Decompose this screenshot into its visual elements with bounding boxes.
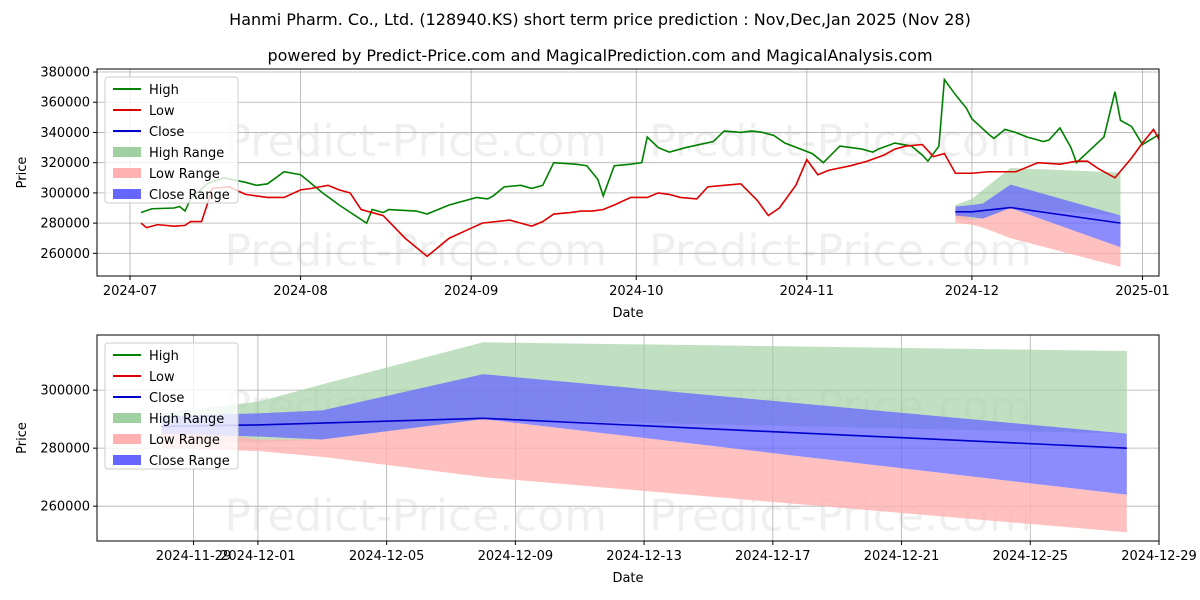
y-tick-label: 300000 [40,384,90,399]
x-tick-label: 2024-12-09 [478,549,554,564]
y-axis-label: Price [15,157,30,189]
x-tick-label: 2025-01 [1115,284,1169,299]
low-range-band [955,208,1121,267]
y-axis-label: Price [15,422,30,454]
legend-label: High Range [149,412,224,427]
low-line [140,128,1159,258]
close-range-band [161,374,1127,495]
y-tick-label: 280000 [40,442,90,457]
close-range-band [955,184,1121,248]
legend-label: Close [149,125,184,140]
x-tick-label: 2024-12-21 [864,549,940,564]
x-tick-label: 2024-12-29 [1121,549,1197,564]
y-tick-label: 300000 [40,186,90,201]
x-tick-label: 2024-07 [103,284,157,299]
chart-title: Hanmi Pharm. Co., Ltd. (128940.KS) short… [229,10,971,29]
close-line [955,206,1121,224]
plot-2: Predict-Price.comPredict-Price.comPredic… [15,334,1197,586]
legend-swatch-close-range [113,455,141,465]
x-tick-label: 2024-12-25 [992,549,1068,564]
x-axis-label: Date [612,306,643,321]
plot-frame [96,68,1160,277]
legend-label: Low Range [149,433,220,448]
watermark-text: Predict-Price.com [224,116,607,167]
x-tick-label: 2024-12-01 [220,549,296,564]
x-tick-label: 2024-09 [444,284,498,299]
legend-label: High [149,83,179,98]
legend-label: Low [149,370,175,385]
chart-subtitle: powered by Predict-Price.com and Magical… [267,46,933,65]
legend-label: High Range [149,146,224,161]
x-tick-label: 2024-11-29 [156,549,232,564]
legend-label: Close [149,391,184,406]
y-tick-label: 280000 [40,217,90,232]
x-tick-label: 2024-12 [945,284,999,299]
x-tick-label: 2024-10 [609,284,663,299]
y-tick-label: 340000 [40,126,90,141]
x-tick-label: 2024-12-05 [349,549,425,564]
legend-swatch-high-range [113,413,141,423]
y-tick-label: 360000 [40,96,90,111]
watermark-group: Predict-Price.com Predict-Price.com Predic… [224,116,1032,277]
x-tick-label: 2024-12-13 [606,549,682,564]
legend-swatch-high-range [113,147,141,157]
legend-label: Low Range [149,167,220,182]
plot-1: Predict-Price.com Predict-Price.com Predic… [15,66,1170,321]
x-tick-label: 2024-11 [780,284,834,299]
x-tick-label: 2024-08 [273,284,327,299]
legend-swatch-low-range [113,434,141,444]
low-range-band [161,419,1127,533]
legend-label: Low [149,104,175,119]
y-tick-label: 380000 [40,66,90,81]
x-axis-label: Date [612,571,643,586]
legend: High Low Close High Range Low Range Close Ran… [104,76,239,204]
legend-swatch-close-range [113,189,141,199]
legend: High Low Close High Range Low Range Close Ran… [104,342,239,470]
y-tick-label: 260000 [40,247,90,262]
watermark-text: Predict-Price.com [224,491,607,542]
legend-swatch-low-range [113,168,141,178]
x-tick-label: 2024-12-17 [735,549,811,564]
y-tick-label: 260000 [40,500,90,515]
watermark-text: Predict-Price.com [649,116,1032,167]
high-line [140,77,1159,225]
watermark-text: Predict-Price.com [224,226,607,277]
legend-label: High [149,349,179,364]
plot-frame [96,334,1160,542]
watermark-text: Predict-Price.com [649,226,1032,277]
legend-label: Close Range [149,454,230,469]
legend-label: Close Range [149,188,230,203]
y-tick-label: 320000 [40,156,90,171]
